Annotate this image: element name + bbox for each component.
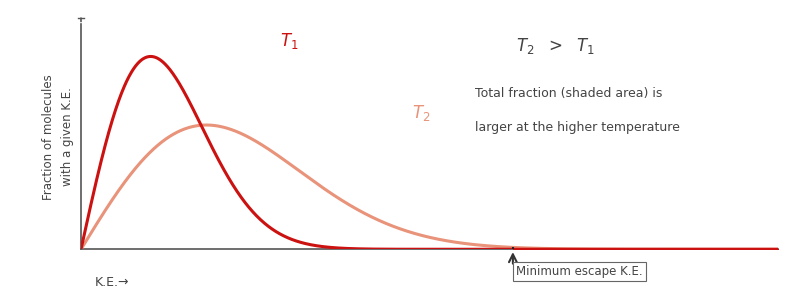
- Text: K.E.→: K.E.→: [95, 276, 130, 289]
- Text: Minimum escape K.E.: Minimum escape K.E.: [517, 265, 643, 278]
- Y-axis label: Fraction of molecules
with a given K.E.: Fraction of molecules with a given K.E.: [42, 74, 74, 200]
- Text: $\mathit{T}_1$: $\mathit{T}_1$: [279, 31, 298, 51]
- Text: $\mathit{T}_2 \ \ > \ \ \mathit{T}_1$: $\mathit{T}_2 \ \ > \ \ \mathit{T}_1$: [517, 36, 595, 56]
- Text: Total fraction (shaded area) is: Total fraction (shaded area) is: [475, 87, 662, 100]
- Text: larger at the higher temperature: larger at the higher temperature: [475, 121, 680, 134]
- Text: $\mathit{T}_2$: $\mathit{T}_2$: [411, 103, 430, 123]
